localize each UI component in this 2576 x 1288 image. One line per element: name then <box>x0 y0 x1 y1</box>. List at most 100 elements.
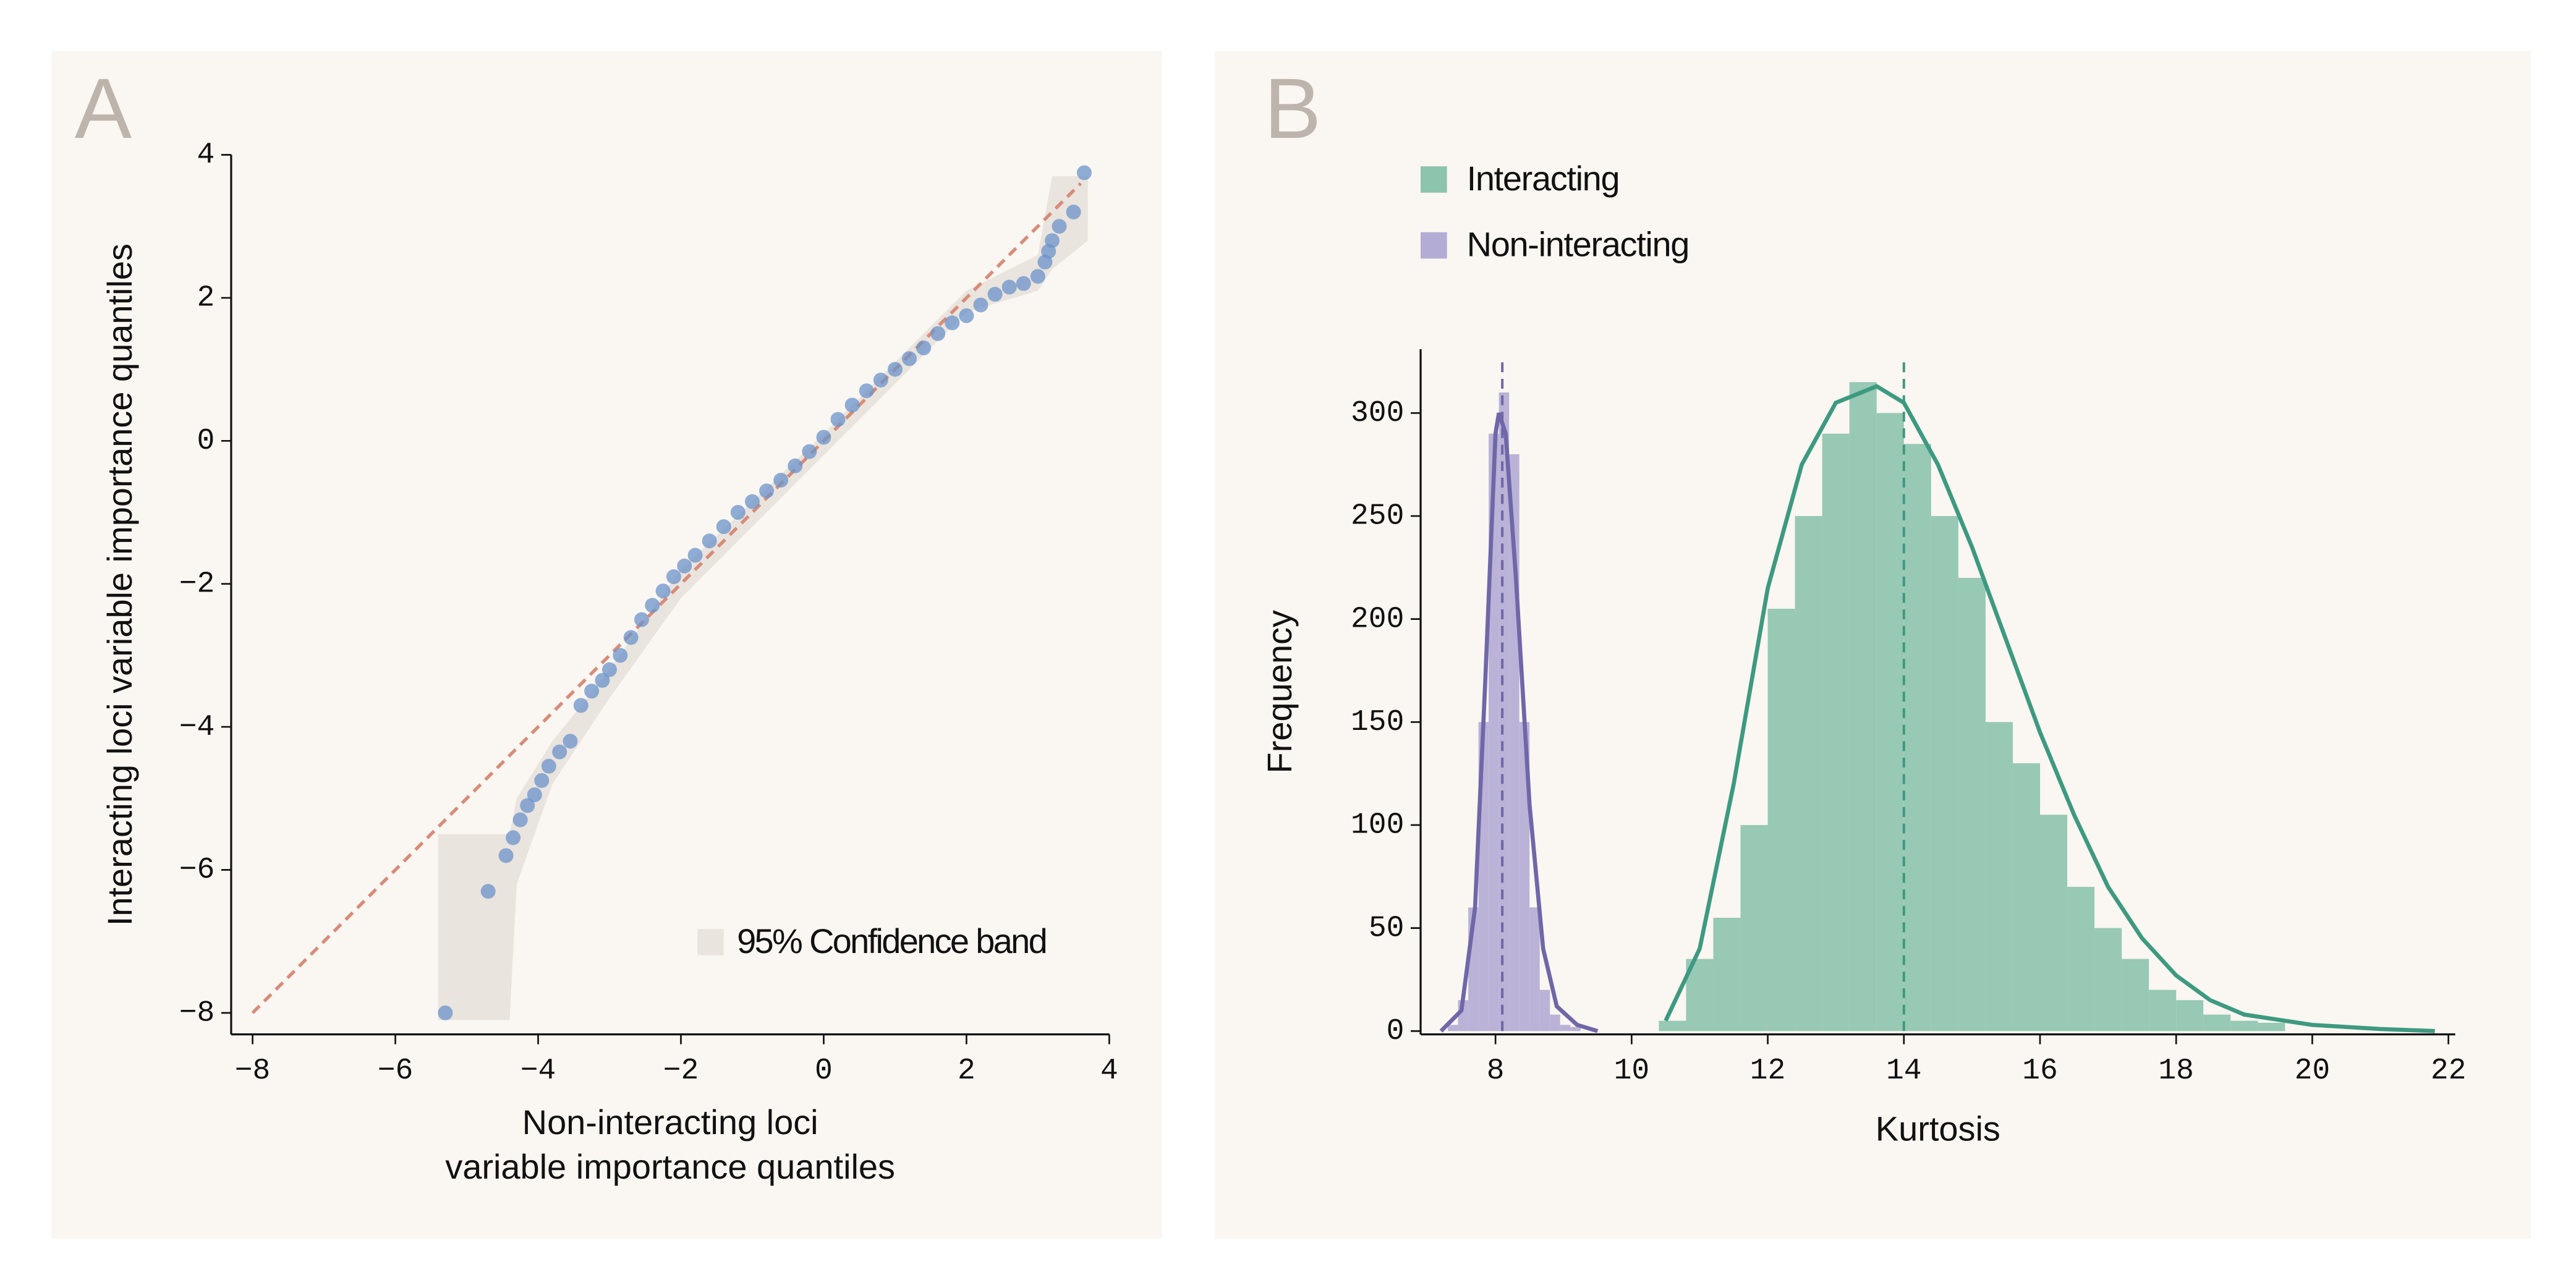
bar <box>1767 608 1795 1032</box>
bar <box>1795 515 1822 1032</box>
x-tick-label: 2 <box>958 1054 976 1088</box>
point <box>601 662 617 677</box>
bar <box>1550 1014 1560 1032</box>
x-tick-label: −2 <box>663 1054 699 1088</box>
point <box>573 698 589 713</box>
x-tick-label: 20 <box>2295 1054 2331 1088</box>
legend-swatch <box>1421 232 1447 259</box>
point <box>584 684 600 699</box>
bar <box>1849 382 1877 1032</box>
point <box>666 569 681 585</box>
x-tick-label: 14 <box>1886 1054 1922 1088</box>
point <box>1076 165 1092 180</box>
x-axis-label: Kurtosis <box>1876 1109 2000 1148</box>
y-tick-label: −2 <box>179 567 215 601</box>
bar <box>1659 1020 1686 1032</box>
bar <box>2094 928 2122 1032</box>
point <box>730 505 746 520</box>
bar <box>2012 763 2040 1032</box>
y-tick-label: 100 <box>1351 809 1404 842</box>
y-tick-label: −6 <box>179 854 215 887</box>
y-tick-label: 250 <box>1351 500 1404 533</box>
point <box>527 787 542 802</box>
point <box>844 397 860 413</box>
point <box>830 412 846 427</box>
bar <box>2203 1014 2231 1032</box>
point <box>677 558 692 574</box>
legend-swatch <box>697 929 724 955</box>
point <box>788 458 803 473</box>
bar <box>1529 907 1540 1032</box>
y-tick-label: 4 <box>197 138 215 172</box>
y-tick-label: 50 <box>1369 912 1405 945</box>
x-tick-label: −4 <box>521 1054 556 1088</box>
x-tick-label: 12 <box>1750 1054 1786 1088</box>
bar <box>1985 722 2013 1032</box>
point <box>1030 269 1045 284</box>
point <box>541 758 556 774</box>
point <box>645 598 660 613</box>
point <box>623 630 639 645</box>
point <box>1066 205 1081 220</box>
point <box>595 672 610 688</box>
y-tick-label: 200 <box>1351 603 1404 636</box>
x-tick-label: 4 <box>1100 1054 1118 1088</box>
bar <box>1931 515 1958 1032</box>
x-tick-label: −6 <box>378 1054 414 1088</box>
point <box>1044 233 1060 248</box>
bar <box>2258 1022 2285 1032</box>
point <box>506 830 521 845</box>
point <box>534 773 550 788</box>
point <box>802 444 817 459</box>
bar <box>1903 444 1931 1032</box>
point <box>973 297 988 313</box>
point <box>498 848 514 863</box>
y-tick-label: 0 <box>1387 1015 1405 1048</box>
bar <box>1740 824 1768 1032</box>
y-tick-label: 300 <box>1351 397 1404 430</box>
x-tick-label: −8 <box>235 1054 271 1088</box>
point <box>945 315 960 331</box>
point <box>520 798 535 813</box>
point <box>687 548 703 563</box>
point <box>902 351 917 366</box>
point <box>959 308 974 323</box>
panel-a-bg <box>51 51 1162 1239</box>
legend-label: Non-interacting <box>1467 225 1689 264</box>
bar <box>1448 1025 1458 1032</box>
bar <box>1560 1025 1571 1032</box>
point <box>1001 279 1017 295</box>
point <box>563 734 578 749</box>
point <box>773 472 789 488</box>
point <box>1016 276 1031 291</box>
point <box>716 519 731 535</box>
bar <box>2176 1000 2204 1032</box>
point <box>702 533 717 549</box>
point <box>987 287 1003 302</box>
point <box>438 1005 453 1020</box>
point <box>916 340 932 355</box>
point <box>873 372 888 388</box>
confidence-band <box>438 176 1088 1020</box>
y-tick-label: 2 <box>197 282 215 315</box>
point <box>655 583 671 599</box>
point <box>816 430 831 445</box>
y-axis-label: Frequency <box>1260 610 1299 773</box>
point <box>759 483 775 499</box>
legend-label: 95% Confidence band <box>737 922 1046 960</box>
bar <box>1958 577 1986 1032</box>
y-tick-label: −4 <box>179 711 215 744</box>
x-axis-label: variable importance quantiles <box>445 1147 895 1186</box>
x-tick-label: 18 <box>2158 1054 2194 1088</box>
bar <box>1822 433 1850 1032</box>
point <box>887 362 903 377</box>
x-tick-label: 22 <box>2431 1054 2467 1088</box>
point <box>859 383 874 399</box>
x-tick-label: 8 <box>1487 1054 1505 1088</box>
kde-line <box>1439 412 1599 1033</box>
legend-label: Interacting <box>1467 159 1620 198</box>
point <box>930 326 946 341</box>
x-tick-label: 16 <box>2022 1054 2058 1088</box>
x-tick-label: 0 <box>815 1054 833 1088</box>
